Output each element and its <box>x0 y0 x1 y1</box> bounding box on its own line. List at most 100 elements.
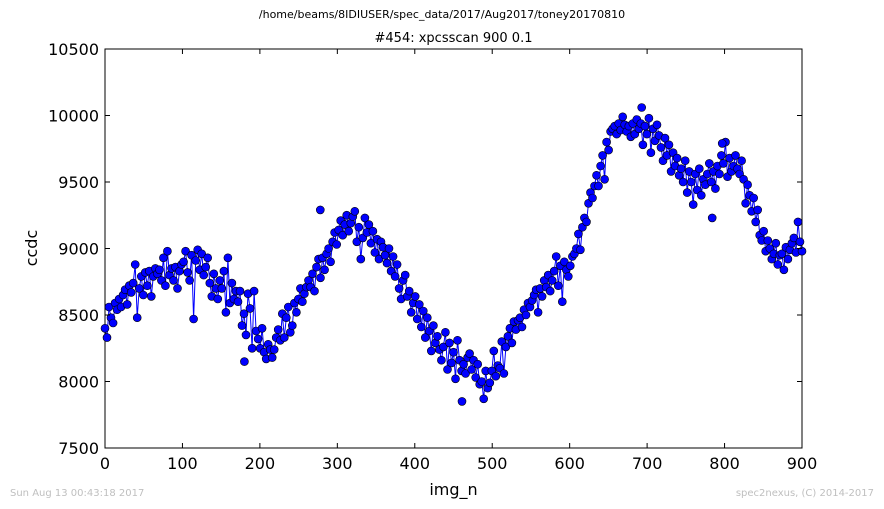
data-point <box>257 323 267 333</box>
data-point <box>676 164 686 173</box>
series-layer <box>100 103 807 406</box>
data-point <box>797 246 807 256</box>
footer-timestamp: Sun Aug 13 00:43:18 2017 <box>10 488 145 499</box>
data-point <box>312 262 321 272</box>
data-point <box>433 331 442 341</box>
data-point <box>108 318 118 328</box>
x-tick-label: 300 <box>322 454 353 473</box>
data-point <box>143 281 152 291</box>
data-point <box>773 260 783 269</box>
data-point <box>215 276 225 285</box>
data-point <box>189 314 198 324</box>
data-point <box>445 338 454 348</box>
data-point <box>604 145 613 155</box>
data-point <box>753 205 763 215</box>
data-point <box>471 373 481 382</box>
x-axis-label: img_n <box>429 480 477 500</box>
data-point <box>239 309 249 319</box>
data-point <box>173 284 182 293</box>
data-point <box>451 374 460 384</box>
data-point <box>731 151 740 160</box>
data-point <box>100 323 110 333</box>
data-point <box>646 148 656 157</box>
data-point <box>553 281 563 291</box>
data-point <box>459 359 468 369</box>
data-point <box>147 292 156 301</box>
y-axis-label: ccdc <box>22 230 41 267</box>
data-point <box>598 151 607 160</box>
data-point <box>602 137 611 147</box>
data-point <box>316 273 325 283</box>
data-point <box>422 313 432 323</box>
data-point <box>400 270 410 280</box>
footer-credit: spec2nexus, (C) 2014-2017 <box>735 488 874 499</box>
data-point <box>412 314 422 324</box>
data-point <box>588 193 597 203</box>
data-point <box>326 257 335 267</box>
data-point <box>181 246 190 256</box>
data-point <box>273 325 283 334</box>
data-point <box>191 256 200 265</box>
data-point <box>499 369 509 378</box>
data-point <box>338 230 348 240</box>
data-point <box>102 333 112 342</box>
data-point <box>247 343 257 353</box>
data-point <box>447 358 456 368</box>
y-tick-label: 8000 <box>58 373 99 392</box>
data-point <box>308 269 317 279</box>
data-point <box>364 220 374 229</box>
data-point <box>384 244 394 253</box>
data-point <box>134 284 144 293</box>
data-point <box>717 139 727 148</box>
data-point <box>281 313 291 323</box>
data-point <box>201 262 210 272</box>
data-point <box>197 249 206 259</box>
data-point <box>374 254 384 264</box>
x-tick-label: 500 <box>477 454 508 473</box>
data-point <box>418 306 428 316</box>
data-point <box>642 129 652 139</box>
data-point <box>292 307 301 317</box>
data-point <box>680 156 690 165</box>
data-point <box>416 322 426 332</box>
data-point <box>332 240 342 249</box>
data-point <box>795 237 805 247</box>
data-point <box>777 249 787 259</box>
x-tick-label: 100 <box>167 454 198 473</box>
data-point <box>563 272 573 281</box>
data-point <box>183 268 192 277</box>
data-point <box>320 265 329 275</box>
data-point <box>473 359 483 369</box>
data-point <box>159 253 168 263</box>
data-point <box>717 151 726 160</box>
data-point <box>686 177 696 187</box>
data-point <box>640 121 650 131</box>
data-point <box>618 112 628 122</box>
data-point <box>751 217 761 227</box>
data-point <box>155 265 164 275</box>
data-point <box>315 205 325 215</box>
y-tick-label: 7500 <box>58 439 99 458</box>
x-tick-label: 0 <box>100 454 110 473</box>
data-point <box>350 207 360 216</box>
data-point <box>382 258 392 268</box>
y-tick-label: 9000 <box>58 240 99 259</box>
data-point <box>269 345 279 354</box>
data-point <box>637 103 647 112</box>
data-point <box>245 304 255 313</box>
data-point <box>694 164 704 173</box>
data-point <box>130 260 140 269</box>
data-point <box>719 159 728 168</box>
data-point <box>547 276 557 285</box>
data-point <box>559 257 569 267</box>
data-point <box>205 278 215 288</box>
data-point <box>221 307 231 317</box>
data-point <box>233 297 243 307</box>
data-point <box>237 321 247 330</box>
data-point <box>443 365 452 374</box>
data-point <box>241 330 251 340</box>
data-point <box>759 226 769 236</box>
data-point <box>793 217 803 227</box>
data-point <box>477 377 487 386</box>
